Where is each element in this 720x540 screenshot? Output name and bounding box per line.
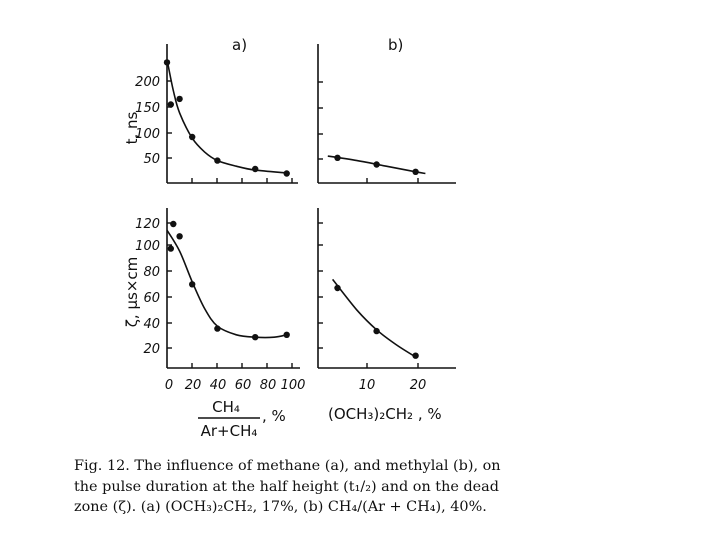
tick-marks <box>167 80 419 368</box>
data-marks <box>163 59 426 359</box>
x-tick-label: 80 <box>260 378 277 393</box>
x-axis-title-a-numerator: CH₄ <box>212 398 240 416</box>
figure-12: a) b) 200 150 100 50 120 100 80 60 40 20… <box>123 36 456 440</box>
x-tick-label: 20 <box>185 378 202 393</box>
data-point <box>252 165 259 173</box>
fit-curve <box>327 155 426 175</box>
data-point <box>176 233 183 240</box>
x-tick-label: 40 <box>210 378 227 393</box>
fit-curve <box>166 229 287 339</box>
x-tick-label: 0 <box>165 378 173 393</box>
panel-3-marks <box>166 220 290 341</box>
data-point <box>252 334 259 341</box>
data-point <box>373 327 380 335</box>
data-point <box>189 133 196 141</box>
data-point <box>283 331 290 338</box>
y-tick-label: 40 <box>143 317 160 332</box>
fit-curve <box>331 278 417 358</box>
data-point <box>214 325 221 332</box>
panel-a-title: a) <box>232 36 247 54</box>
y-tick-label: 20 <box>143 342 160 357</box>
caption-line: Fig. 12. The influence of methane (a), a… <box>74 458 501 474</box>
y-tick-label: 100 <box>135 127 160 142</box>
panel-b-title: b) <box>388 36 403 54</box>
caption-line: zone (ζ). (a) (OCH₃)₂CH₂, 17%, (b) CH₄/(… <box>74 499 487 515</box>
figure-caption: Fig. 12. The influence of methane (a), a… <box>74 456 534 518</box>
x-tick-label: 60 <box>235 378 252 393</box>
y-tick-label: 150 <box>135 101 160 116</box>
data-point <box>334 154 341 161</box>
data-point <box>283 170 290 177</box>
axes <box>166 44 456 369</box>
x-tick-label: 10 <box>359 378 376 393</box>
data-point <box>170 220 177 228</box>
x-axis-title-a-unit: , % <box>262 407 286 425</box>
data-point <box>167 101 174 108</box>
x-axis-title-b: (OCH₃)₂CH₂ , % <box>328 405 442 423</box>
caption-line: the pulse duration at the half height (t… <box>74 478 499 495</box>
y-axis-title-lower: ζ, µs×cm <box>123 257 141 327</box>
data-point <box>163 59 171 66</box>
x-axis-title-a-denominator: Ar+CH₄ <box>201 422 258 440</box>
y-axis-title-upper: t, ns <box>123 111 141 144</box>
data-point <box>373 161 380 168</box>
x-tick-label: 100 <box>281 378 306 393</box>
y-tick-label: 60 <box>143 291 160 306</box>
x-tick-label: 20 <box>410 378 427 393</box>
fit-curve <box>166 59 287 174</box>
data-point <box>189 281 196 288</box>
panel-1-marks <box>163 59 290 177</box>
y-tick-label: 100 <box>135 239 160 254</box>
y-tick-label: 200 <box>135 75 160 90</box>
data-point <box>412 352 419 359</box>
data-point <box>214 157 221 164</box>
y-tick-label: 50 <box>143 152 160 167</box>
data-point <box>334 284 341 292</box>
data-point <box>167 245 174 252</box>
data-point <box>412 168 419 175</box>
panel-2-marks <box>327 154 426 175</box>
data-point <box>176 95 183 103</box>
y-tick-label: 80 <box>143 265 160 280</box>
y-tick-label: 120 <box>135 217 160 232</box>
panel-4-marks <box>331 278 419 359</box>
